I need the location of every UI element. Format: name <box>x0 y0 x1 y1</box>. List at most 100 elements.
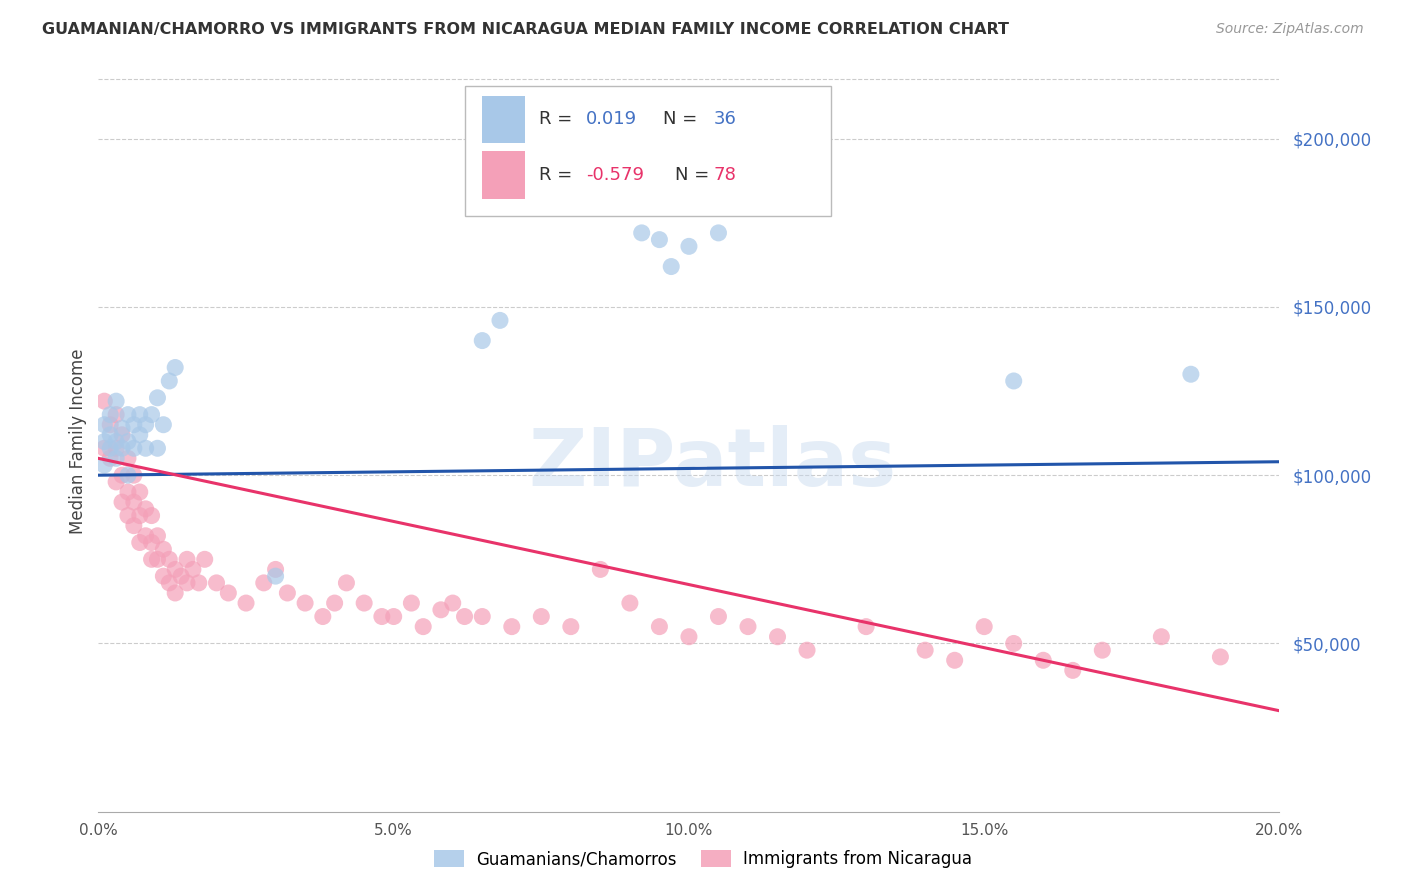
Point <box>98 451 121 466</box>
Point <box>122 468 145 483</box>
Point <box>157 374 180 388</box>
Point <box>1180 368 1202 382</box>
Point <box>453 609 475 624</box>
Point <box>430 603 453 617</box>
Point <box>141 508 163 523</box>
Point <box>235 596 257 610</box>
Point <box>353 596 375 610</box>
Point <box>152 569 174 583</box>
Point <box>489 313 512 327</box>
Point <box>335 575 357 590</box>
Point <box>157 552 180 566</box>
Point <box>264 562 287 576</box>
FancyBboxPatch shape <box>482 152 524 199</box>
Point <box>157 575 180 590</box>
Point <box>122 417 145 432</box>
Point <box>128 408 150 422</box>
Point <box>128 508 150 523</box>
Point <box>707 226 730 240</box>
Point <box>973 619 995 633</box>
Point <box>441 596 464 610</box>
Point <box>122 518 145 533</box>
Point <box>648 619 671 633</box>
Point <box>412 619 434 633</box>
Point <box>105 394 128 409</box>
Point <box>589 562 612 576</box>
Point <box>122 442 145 456</box>
Point <box>1062 664 1084 678</box>
Point <box>105 442 128 456</box>
Point <box>1002 374 1025 388</box>
Point <box>471 334 494 348</box>
Text: R =: R = <box>538 166 578 184</box>
Point <box>217 586 239 600</box>
Point <box>276 586 298 600</box>
Point <box>111 427 134 442</box>
Point <box>401 596 423 610</box>
Text: ZIPatlas: ZIPatlas <box>529 425 897 503</box>
Point <box>1091 643 1114 657</box>
Point <box>1209 649 1232 664</box>
Point <box>135 501 157 516</box>
Point <box>659 260 682 274</box>
Point <box>141 408 163 422</box>
Point <box>205 575 228 590</box>
Point <box>796 643 818 657</box>
Point <box>176 575 198 590</box>
Text: Source: ZipAtlas.com: Source: ZipAtlas.com <box>1216 22 1364 37</box>
FancyBboxPatch shape <box>482 95 524 144</box>
Point <box>93 394 115 409</box>
Point <box>943 653 966 667</box>
Point <box>264 569 287 583</box>
Text: 36: 36 <box>714 111 737 128</box>
Point <box>98 417 121 432</box>
Point <box>93 434 115 449</box>
Point <box>707 609 730 624</box>
Text: N =: N = <box>664 111 703 128</box>
Point <box>530 609 553 624</box>
Point <box>93 442 115 456</box>
Text: R =: R = <box>538 111 578 128</box>
Point <box>501 619 523 633</box>
Point <box>648 233 671 247</box>
Point <box>165 586 187 600</box>
Point <box>1002 636 1025 650</box>
Text: -0.579: -0.579 <box>586 166 644 184</box>
Point <box>170 569 193 583</box>
Y-axis label: Median Family Income: Median Family Income <box>69 349 87 534</box>
Point <box>146 442 169 456</box>
Point <box>165 360 187 375</box>
Point <box>117 508 139 523</box>
Point <box>128 427 150 442</box>
Point <box>619 596 641 610</box>
Point <box>135 529 157 543</box>
Point <box>146 391 169 405</box>
Point <box>323 596 346 610</box>
Point <box>122 495 145 509</box>
Point <box>146 529 169 543</box>
Legend: Guamanians/Chamorros, Immigrants from Nicaragua: Guamanians/Chamorros, Immigrants from Ni… <box>427 843 979 875</box>
Point <box>152 417 174 432</box>
Point <box>117 468 139 483</box>
Point <box>117 434 139 449</box>
Point <box>678 630 700 644</box>
Point <box>560 619 582 633</box>
Point <box>141 552 163 566</box>
Point <box>111 468 134 483</box>
Point <box>105 451 128 466</box>
Point <box>1150 630 1173 644</box>
Point <box>737 619 759 633</box>
Point <box>93 458 115 472</box>
Point <box>253 575 276 590</box>
Point <box>630 226 652 240</box>
Point <box>98 427 121 442</box>
Point <box>371 609 394 624</box>
Point <box>194 552 217 566</box>
Point <box>117 485 139 500</box>
Point <box>111 495 134 509</box>
Point <box>98 408 121 422</box>
Point <box>1032 653 1054 667</box>
Point <box>471 609 494 624</box>
Point <box>181 562 204 576</box>
Point <box>187 575 209 590</box>
